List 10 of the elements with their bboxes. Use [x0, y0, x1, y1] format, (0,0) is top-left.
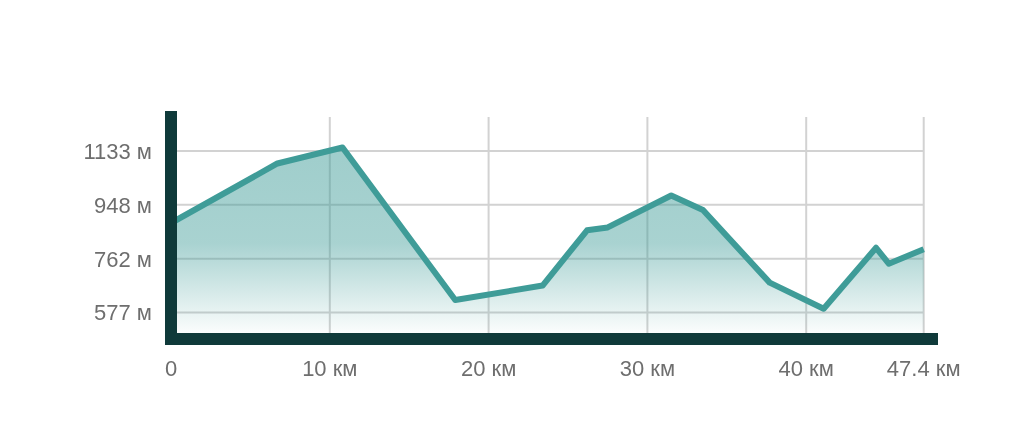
x-tick-label: 10 км [302, 355, 358, 381]
y-tick-label: 1133 м [83, 138, 152, 164]
y-tick-label: 577 м [94, 300, 152, 326]
x-tick-label: 20 км [460, 355, 517, 381]
x-tick-label: 47.4 км [886, 355, 961, 381]
x-tick-label: 0 [164, 355, 178, 381]
y-tick-label: 762 м [94, 246, 152, 272]
x-tick-label: 40 км [778, 355, 834, 381]
x-tick-label: 30 км [619, 355, 676, 381]
y-tick-label: 948 м [94, 192, 152, 218]
